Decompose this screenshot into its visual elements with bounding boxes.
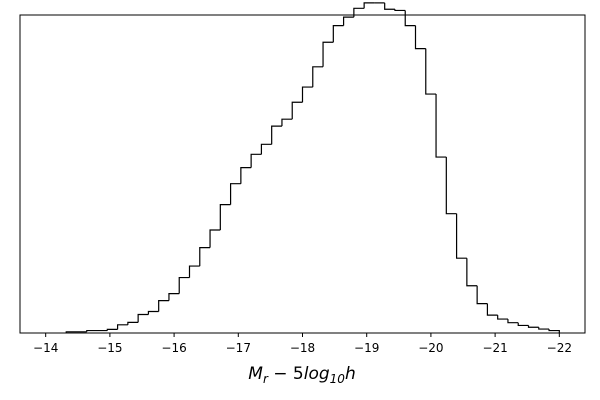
histogram-bar [497,315,508,320]
histogram-bar [188,265,200,278]
x-axis-ticks: −14 −15 −16 −17 −18 −19 −20 −21 −22 [33,333,572,355]
x-tick-label: −15 [97,341,122,355]
histogram-bar [404,10,416,27]
histogram-bar [86,329,108,332]
histogram-bar [435,94,447,158]
histogram-bar [486,303,498,316]
histogram-bar [199,246,211,267]
histogram-bar [260,143,272,155]
histogram-bar [527,325,539,328]
histogram-bars [65,2,560,333]
histogram-bar [332,25,344,43]
histogram-bar [466,258,478,287]
histogram-bar [363,2,375,9]
histogram-bar [455,213,467,259]
x-axis-title: Mr − 5log10h [248,364,355,386]
histogram-bar [168,293,180,301]
histogram-bar [127,321,139,325]
histogram-bar [116,324,128,330]
histogram-bar [250,153,262,168]
histogram-bar [414,25,426,50]
histogram-bar [445,157,457,215]
histogram-bar [240,167,252,184]
histogram-bar [507,319,519,324]
histogram-bar [476,285,488,305]
histogram-bar [291,101,303,120]
histogram-bar [281,118,293,127]
histogram-bar [384,2,395,10]
x-tick-label: −19 [354,341,379,355]
histogram-bar [137,313,149,323]
histogram-bar [538,327,550,330]
x-tick-label: −20 [418,341,443,355]
x-tick-label: −14 [33,341,58,355]
x-tick-label: −18 [290,341,315,355]
histogram-bar [229,183,241,205]
histogram-bar [322,41,334,67]
histogram-bar [158,299,169,312]
histogram-bar [342,16,354,26]
histogram-bar [312,66,324,88]
plot-frame [19,14,586,334]
histogram-bar [394,9,406,12]
histogram-bar [178,276,190,294]
histogram-bar [353,7,365,18]
histogram-bar [147,310,159,315]
histogram-bar [209,229,221,248]
histogram-bar [301,86,313,103]
x-tick-label: −21 [482,341,507,355]
histogram-bar [106,328,118,331]
histogram-bar [65,331,87,333]
histogram-bar [517,322,529,327]
x-tick-label: −16 [161,341,186,355]
histogram-bar [219,203,231,231]
x-tick-label: −17 [226,341,251,355]
histogram-bar [271,125,282,145]
histogram-bar [548,329,560,333]
histogram-bar [425,48,437,95]
x-tick-label: −22 [547,341,572,355]
